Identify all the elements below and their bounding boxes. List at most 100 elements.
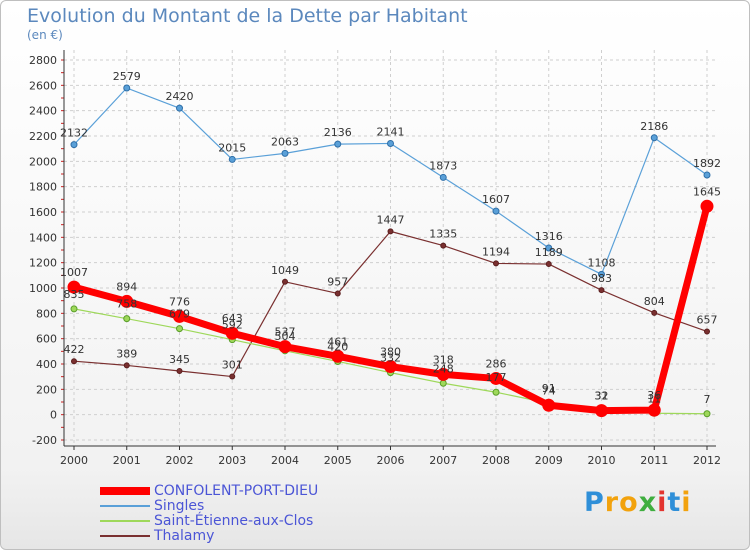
data-label-thalamy: 1049 xyxy=(271,264,299,277)
data-point-confolent xyxy=(331,349,345,363)
data-point-singles xyxy=(70,141,78,149)
x-tick-label: 2002 xyxy=(166,454,194,467)
data-label-saint-etienne: 248 xyxy=(433,362,454,375)
data-label-confolent: 380 xyxy=(380,346,401,359)
data-point-thalamy xyxy=(493,260,499,267)
data-point-thalamy xyxy=(282,278,288,285)
data-label-singles: 1873 xyxy=(429,159,457,172)
data-label-singles: 1108 xyxy=(588,256,616,269)
data-label-singles: 2063 xyxy=(271,135,299,148)
data-label-saint-etienne: 332 xyxy=(380,352,401,365)
data-label-singles: 2186 xyxy=(640,120,668,133)
y-tick-label: 1800 xyxy=(29,181,57,194)
x-tick-label: 2010 xyxy=(588,454,616,467)
x-tick-label: 2001 xyxy=(113,454,141,467)
logo-letter: i xyxy=(657,487,668,518)
proxiti-logo: Proxiti xyxy=(584,487,692,518)
data-point-singles xyxy=(334,140,342,148)
y-tick-label: 2200 xyxy=(29,130,57,143)
data-point-thalamy xyxy=(704,328,710,335)
data-point-saint-etienne xyxy=(439,379,447,387)
data-point-confolent xyxy=(384,360,397,374)
y-tick-label: 2000 xyxy=(29,155,57,168)
data-label-saint-etienne: 420 xyxy=(327,340,348,353)
data-point-thalamy xyxy=(334,290,341,297)
y-tick-label: 0 xyxy=(50,409,57,422)
legend-label-confolent: CONFOLENT-PORT-DIEU xyxy=(154,483,319,499)
logo-letter: i xyxy=(681,487,692,518)
data-point-confolent xyxy=(278,340,292,354)
data-point-singles xyxy=(228,155,236,163)
legend-label-singles: Singles xyxy=(154,498,205,514)
data-label-singles: 2132 xyxy=(60,127,88,140)
data-point-thalamy xyxy=(598,287,605,294)
data-label-confolent: 1645 xyxy=(693,185,721,198)
legend-label-thalamy: Thalamy xyxy=(154,528,215,544)
data-point-singles xyxy=(387,139,394,147)
data-label-saint-etienne: 679 xyxy=(169,308,190,321)
logo-letter: x xyxy=(638,487,658,518)
data-label-confolent: 318 xyxy=(433,353,454,366)
y-tick-label: 1600 xyxy=(29,206,57,219)
data-label-thalamy: 1447 xyxy=(377,213,405,226)
x-tick-label: 2009 xyxy=(535,454,563,467)
data-label-saint-etienne: 592 xyxy=(222,319,243,332)
data-label-singles: 1892 xyxy=(693,157,721,170)
x-tick-label: 2000 xyxy=(60,454,88,467)
data-point-confolent xyxy=(67,280,81,294)
y-tick-label: 1000 xyxy=(29,282,57,295)
x-tick-label: 2004 xyxy=(271,454,299,467)
y-tick-label: 2400 xyxy=(29,105,57,118)
data-label-singles: 1316 xyxy=(535,230,563,243)
y-tick-label: 600 xyxy=(36,333,57,346)
data-label-confolent: 286 xyxy=(486,357,507,370)
data-point-singles xyxy=(545,244,553,252)
logo-letter: t xyxy=(667,487,682,518)
data-label-confolent: 36 xyxy=(647,389,661,402)
chart-title: Evolution du Montant de la Dette par Hab… xyxy=(27,5,468,27)
data-point-singles xyxy=(439,173,447,181)
data-point-thalamy xyxy=(176,367,183,374)
y-tick-label: 1400 xyxy=(29,231,57,244)
legend-swatch-saint-etienne xyxy=(100,520,150,522)
data-point-thalamy xyxy=(651,309,658,316)
data-label-singles: 1607 xyxy=(482,193,510,206)
data-point-confolent xyxy=(595,404,608,418)
chart-subtitle: (en €) xyxy=(27,28,63,42)
data-label-thalamy: 301 xyxy=(222,359,243,372)
data-label-singles: 2579 xyxy=(113,70,141,83)
data-label-saint-etienne: 91 xyxy=(542,382,556,395)
x-tick-label: 2011 xyxy=(640,454,668,467)
y-tick-label: 200 xyxy=(36,383,57,396)
data-label-confolent: 537 xyxy=(275,326,296,339)
data-label-thalamy: 345 xyxy=(169,353,190,366)
data-point-confolent xyxy=(542,398,556,412)
data-label-singles: 2015 xyxy=(218,141,246,154)
data-point-thalamy xyxy=(387,228,394,235)
legend-item-confolent: CONFOLENT-PORT-DIEU xyxy=(100,483,420,499)
data-label-thalamy: 1194 xyxy=(482,245,510,258)
data-label-thalamy: 1335 xyxy=(429,228,457,241)
y-tick-label: 2600 xyxy=(29,79,57,92)
x-tick-label: 2006 xyxy=(377,454,405,467)
data-label-confolent: 894 xyxy=(116,280,137,293)
data-point-thalamy xyxy=(229,373,236,380)
data-point-confolent xyxy=(700,199,714,213)
data-label-thalamy: 389 xyxy=(116,347,137,360)
data-point-thalamy xyxy=(123,362,130,369)
data-label-saint-etienne: 11 xyxy=(647,392,661,405)
data-point-singles xyxy=(703,171,711,179)
data-point-singles xyxy=(281,149,289,157)
x-tick-label: 2007 xyxy=(429,454,457,467)
x-tick-label: 2012 xyxy=(693,454,721,467)
data-label-confolent: 461 xyxy=(327,335,348,348)
x-tick-label: 2003 xyxy=(218,454,246,467)
series-line-singles xyxy=(73,87,708,275)
data-point-singles xyxy=(176,104,183,112)
data-point-thalamy xyxy=(71,358,77,365)
data-label-confolent: 643 xyxy=(222,312,243,325)
data-label-confolent: 1007 xyxy=(60,266,88,279)
data-label-thalamy: 983 xyxy=(591,272,612,285)
